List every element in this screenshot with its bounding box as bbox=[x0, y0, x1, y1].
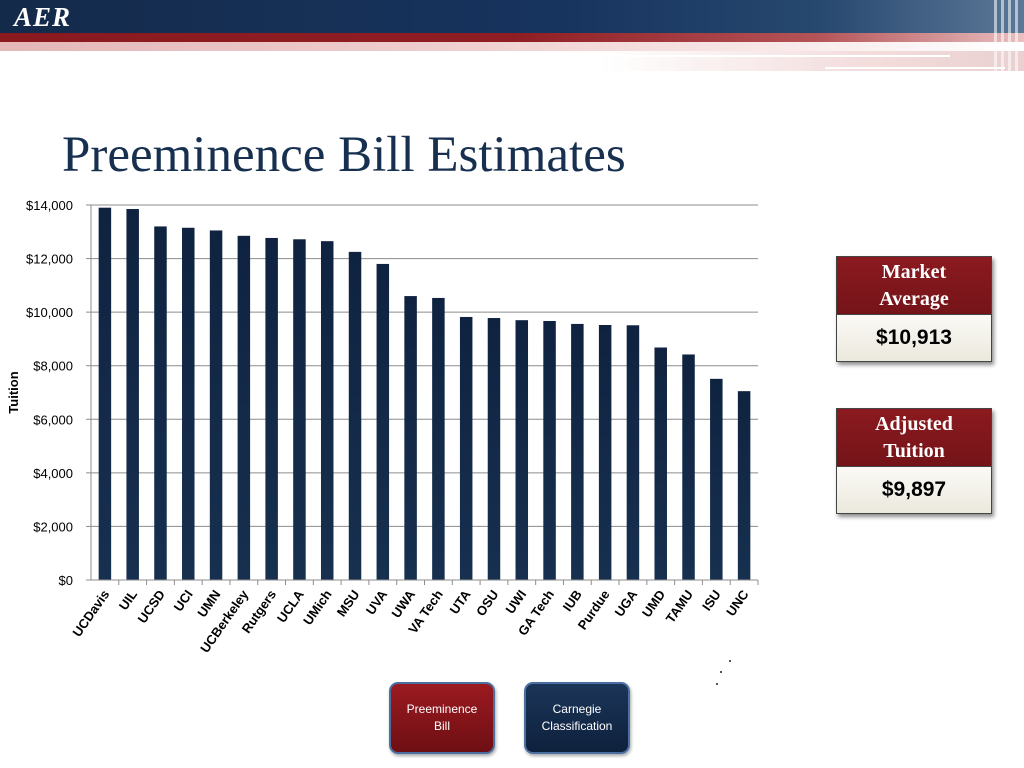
decorative-dot bbox=[716, 683, 718, 685]
x-tick-label: OSU bbox=[473, 587, 501, 619]
header-red-band bbox=[0, 33, 1024, 42]
x-tick-label: ISU bbox=[699, 587, 724, 613]
header-stripe bbox=[994, 0, 997, 75]
y-tick-label: $4,000 bbox=[33, 466, 73, 481]
bar bbox=[265, 237, 278, 581]
x-tick-label: UWI bbox=[502, 587, 529, 616]
x-tick-label: UVA bbox=[363, 587, 391, 618]
x-tick-label: UIL bbox=[116, 587, 140, 613]
page-title: Preeminence Bill Estimates bbox=[62, 127, 626, 183]
market-average-value: $10,913 bbox=[837, 315, 991, 361]
adjusted-tuition-value: $9,897 bbox=[837, 467, 991, 513]
header-banner: AER bbox=[0, 0, 1024, 75]
header-stripe bbox=[1015, 0, 1018, 75]
header-accent-line bbox=[605, 55, 950, 57]
header-stripe bbox=[1008, 0, 1011, 75]
x-tick-label: UCI bbox=[171, 587, 196, 614]
preeminence-bill-button[interactable]: Preeminence Bill bbox=[389, 682, 495, 754]
x-tick-label: IUB bbox=[560, 587, 585, 614]
y-tick-label: $10,000 bbox=[26, 305, 73, 320]
adjusted-tuition-card: Adjusted Tuition $9,897 bbox=[836, 408, 992, 514]
bar bbox=[237, 235, 251, 580]
y-tick-label: $0 bbox=[59, 573, 73, 588]
x-tick-label: UTA bbox=[447, 587, 474, 617]
market-average-label: Market Average bbox=[837, 257, 991, 315]
bar bbox=[348, 251, 362, 580]
bar bbox=[682, 354, 695, 580]
header-pink-band bbox=[0, 42, 1024, 51]
bar bbox=[432, 297, 445, 580]
bar bbox=[515, 320, 529, 580]
bar bbox=[154, 226, 167, 580]
bar bbox=[571, 323, 584, 580]
x-tick-label: UNC bbox=[723, 587, 752, 619]
bar bbox=[376, 263, 390, 580]
x-tick-label: UCSD bbox=[135, 587, 168, 626]
aer-logo: AER bbox=[14, 2, 72, 32]
market-average-card: Market Average $10,913 bbox=[836, 256, 992, 362]
bar bbox=[459, 316, 473, 580]
y-axis-label: Tuition bbox=[6, 371, 21, 413]
bar bbox=[626, 325, 640, 580]
y-tick-label: $2,000 bbox=[33, 519, 73, 534]
bar bbox=[293, 239, 306, 580]
bar bbox=[98, 207, 112, 580]
x-tick-label: MSU bbox=[334, 587, 363, 619]
y-tick-label: $6,000 bbox=[33, 412, 73, 427]
bar bbox=[543, 320, 556, 580]
y-tick-label: $14,000 bbox=[26, 198, 73, 213]
header-stripe bbox=[1001, 0, 1004, 75]
y-tick-label: $8,000 bbox=[33, 359, 73, 374]
bar bbox=[320, 241, 334, 580]
bar bbox=[487, 318, 501, 580]
x-tick-label: UCDavis bbox=[69, 587, 112, 639]
bar bbox=[182, 227, 195, 580]
bar bbox=[737, 391, 751, 580]
header-navy-band bbox=[0, 0, 1024, 33]
bar bbox=[710, 378, 723, 580]
bar bbox=[209, 230, 223, 581]
decorative-dot bbox=[720, 671, 722, 673]
x-tick-label: TAMU bbox=[663, 587, 696, 626]
bar bbox=[654, 347, 667, 580]
x-tick-label: UGA bbox=[612, 587, 641, 620]
decorative-dot bbox=[729, 660, 731, 662]
header-accent-line bbox=[825, 67, 1005, 69]
adjusted-tuition-label: Adjusted Tuition bbox=[837, 409, 991, 467]
x-tick-label: UMich bbox=[300, 587, 335, 628]
tuition-bar-chart: $0 $2,000 $4,000 $6,000 $8,000 $10,000 $12,000… bbox=[6, 198, 759, 656]
bar bbox=[598, 325, 612, 580]
y-tick-label: $12,000 bbox=[26, 252, 73, 267]
bar bbox=[126, 209, 139, 580]
bar bbox=[404, 296, 417, 580]
carnegie-classification-button[interactable]: Carnegie Classification bbox=[524, 682, 630, 754]
